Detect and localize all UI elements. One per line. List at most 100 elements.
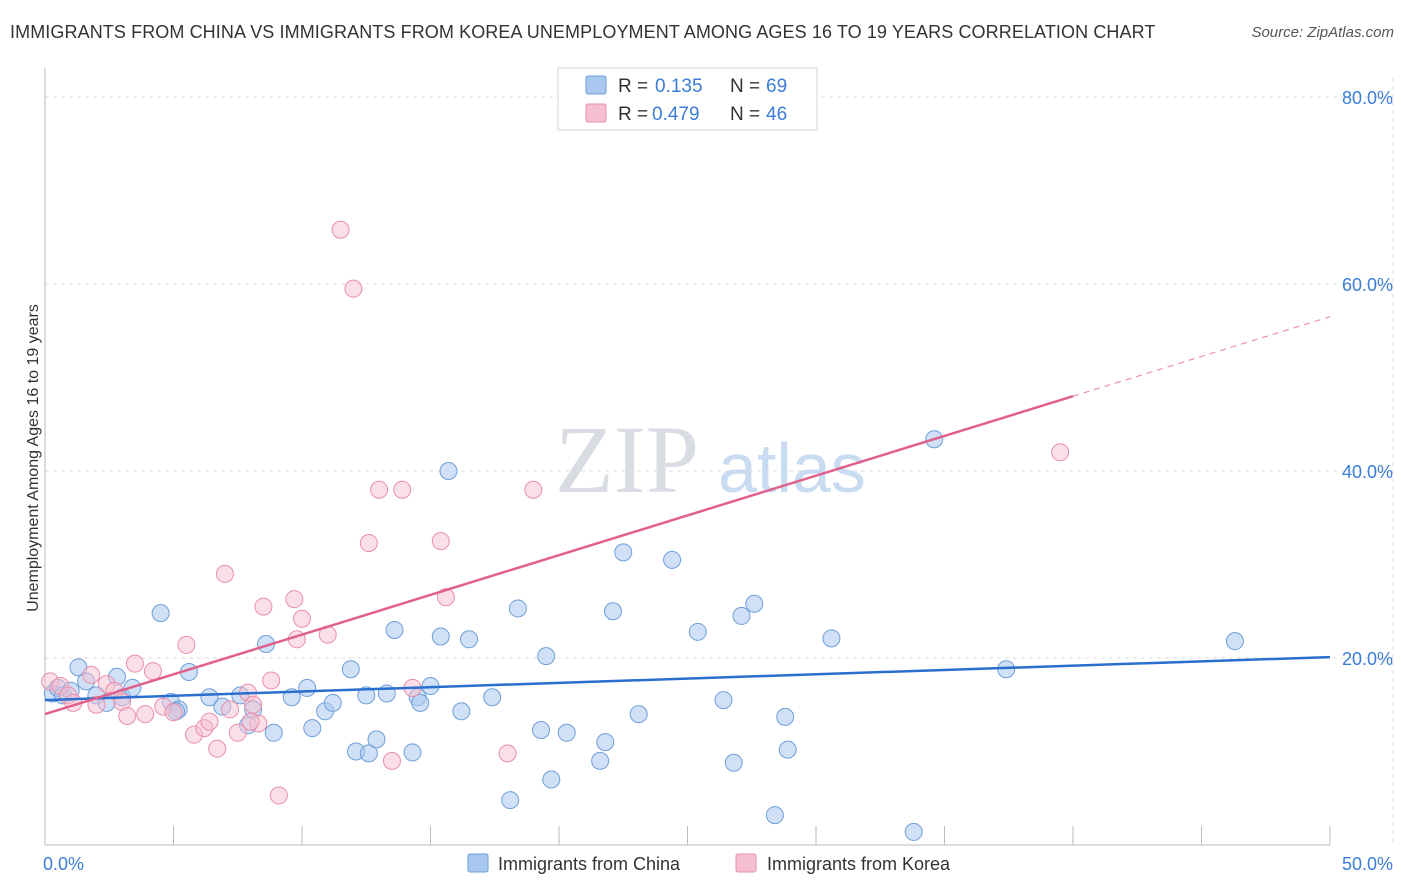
china-point (542, 770, 561, 789)
korea-point (143, 662, 162, 681)
chart-title: IMMIGRANTS FROM CHINA VS IMMIGRANTS FROM… (10, 22, 1156, 42)
korea-point (344, 279, 363, 298)
series-label-china: Immigrants from China (498, 854, 681, 874)
korea-point (177, 635, 196, 654)
china-point (557, 723, 576, 742)
y-tick-label: 40.0% (1342, 462, 1393, 482)
korea-point (359, 533, 378, 552)
korea-point (331, 220, 350, 239)
china-point (591, 751, 610, 770)
legend-r-label-china: R = (618, 76, 648, 97)
china-point (822, 629, 841, 648)
korea-point (293, 609, 311, 628)
korea-point (393, 480, 412, 499)
grid-lines (45, 78, 1394, 845)
watermark-zip: ZIP (555, 406, 699, 513)
china-point (460, 630, 479, 649)
china-point (603, 602, 622, 621)
y-tick-label: 60.0% (1342, 275, 1393, 295)
legend-n-label-korea: N = (730, 104, 760, 125)
korea-point (269, 786, 288, 805)
china-trend-line (44, 655, 1331, 702)
korea-point (136, 705, 155, 724)
series-swatch-korea (735, 853, 757, 873)
legend-n-label-china: N = (730, 76, 760, 97)
china-point (537, 647, 556, 666)
korea-point (200, 712, 219, 731)
china-point (508, 599, 527, 618)
x-tick-label: 0.0% (43, 854, 84, 874)
china-point (688, 622, 707, 641)
korea-point (1051, 443, 1070, 462)
china-point (714, 691, 733, 710)
korea-point (215, 564, 234, 583)
legend-r-value-korea: 0.479 (652, 104, 700, 125)
china-point (403, 743, 422, 762)
china-point (596, 733, 615, 752)
china-point (341, 660, 360, 679)
series-label-korea: Immigrants from Korea (767, 854, 951, 874)
series-legend: Immigrants from China Immigrants from Ko… (467, 853, 951, 874)
korea-point (208, 739, 227, 758)
korea-point (524, 480, 543, 499)
tick-labels: 20.0% 40.0% 60.0% 80.0% 0.0% 50.0% (43, 88, 1393, 874)
legend-r-label-korea: R = (618, 104, 648, 125)
china-point (303, 719, 322, 738)
korea-point (82, 665, 101, 684)
legend-n-value-china: 69 (766, 76, 787, 97)
china-point (745, 594, 764, 613)
china-point (629, 705, 648, 724)
china-point (411, 693, 430, 712)
china-point (776, 707, 795, 726)
korea-point (382, 751, 401, 770)
korea-point (125, 654, 144, 673)
china-point (357, 686, 376, 705)
axes (44, 68, 1331, 846)
korea-point (254, 597, 273, 616)
legend-swatch-china (585, 75, 607, 95)
china-point (778, 740, 797, 759)
korea-trend-extension (1072, 316, 1331, 397)
correlation-legend: R = 0.135 N = 69 R = 0.479 N = 46 (557, 67, 818, 131)
china-point (385, 620, 404, 639)
china-point (264, 723, 283, 742)
y-tick-label: 80.0% (1342, 88, 1393, 108)
korea-point (370, 480, 389, 499)
china-point (1225, 632, 1244, 651)
china-point (323, 693, 342, 712)
trend-lines (44, 316, 1331, 716)
china-point (904, 822, 923, 841)
legend-swatch-korea (585, 103, 607, 123)
korea-point (285, 590, 304, 609)
china-point (732, 606, 751, 625)
china-point (359, 744, 378, 763)
korea-point (221, 700, 240, 719)
china-point (452, 702, 471, 721)
legend-n-value-korea: 46 (766, 104, 787, 125)
china-point (501, 791, 520, 810)
korea-point (244, 695, 263, 714)
china-point (151, 604, 170, 623)
china-point (431, 627, 450, 646)
korea-point (436, 588, 455, 607)
korea-point (241, 712, 260, 731)
china-point (724, 753, 743, 772)
legend-r-value-china: 0.135 (655, 76, 703, 97)
korea-point (262, 671, 281, 690)
korea-point (498, 744, 517, 763)
china-point (298, 678, 317, 697)
korea-point (164, 703, 183, 722)
korea-trend-line (44, 395, 1074, 716)
y-tick-label: 20.0% (1342, 649, 1393, 669)
china-point (614, 543, 633, 562)
china-point (483, 688, 502, 707)
china-point (200, 688, 219, 707)
korea-point (431, 532, 450, 551)
series-swatch-china (467, 853, 489, 873)
korea-point (118, 706, 137, 725)
watermark: ZIP atlas (555, 406, 866, 513)
x-tick-label: 50.0% (1342, 854, 1393, 874)
source-note: Source: ZipAtlas.com (1251, 24, 1394, 41)
korea-point (228, 723, 247, 742)
